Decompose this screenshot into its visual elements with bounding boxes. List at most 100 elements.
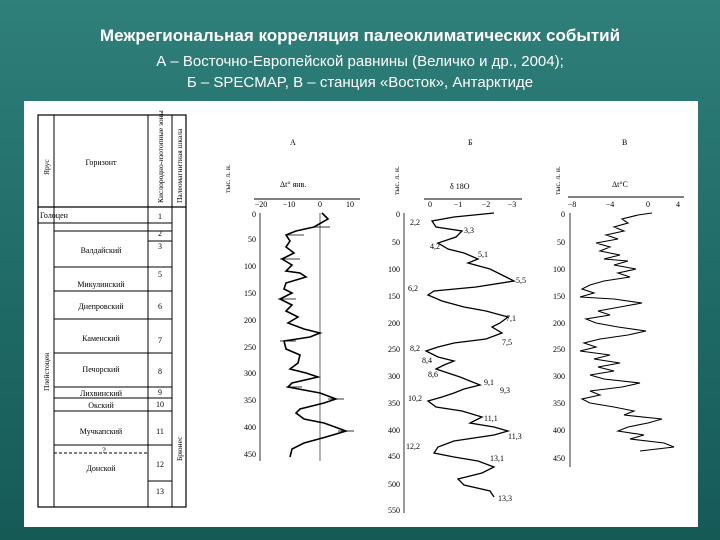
panel-v-y-tick: 250 xyxy=(553,345,565,354)
panel-a-y-ticks: 0 50 100 150 200 250 300 350 400 450 xyxy=(244,210,256,459)
zone-cell: 11 xyxy=(156,427,164,436)
zone-cell: 3 xyxy=(158,242,162,251)
panel-v-y-tick: 50 xyxy=(557,238,565,247)
panel-b-y-tick: 350 xyxy=(388,399,400,408)
slide-title: Межрегиональная корреляция палеоклиматич… xyxy=(99,26,621,45)
panel-a-x-tick: −10 xyxy=(283,200,296,209)
panel-b-annotation: 8,6 xyxy=(428,370,438,379)
panel-a-x-label: Δt° янв. xyxy=(280,180,306,189)
panel-b-annotation: 2,2 xyxy=(410,218,420,227)
panel-b-annotation: 11,1 xyxy=(484,414,498,423)
paleomag-brunhes: Брюнес xyxy=(175,436,184,461)
horizon-cell: Мучкапский xyxy=(80,427,123,436)
panel-a-y-tick: 200 xyxy=(244,316,256,325)
panel-b-annotation: 6,2 xyxy=(408,284,418,293)
zone-cell: 8 xyxy=(158,367,162,376)
panel-b-annotations: 2,2 3,3 4,2 5,1 5,5 6,2 7,1 7,5 8,2 8,4 … xyxy=(406,218,526,503)
panel-b-annotation: 9,3 xyxy=(500,386,510,395)
header-isotope-zones: Кислородно-изотопные зоны xyxy=(156,110,165,203)
header-paleomag-scale: Палеомагнитная шкала xyxy=(175,128,184,203)
panel-b-y-tick: 300 xyxy=(388,372,400,381)
horizon-cell: ? xyxy=(102,446,106,455)
panel-b-x-label: δ 18O xyxy=(450,182,470,191)
panel-b-annotation: 3,3 xyxy=(464,226,474,235)
panel-v: В тыс. л. н. Δt°C −8 −4 0 4 0 50 100 150… xyxy=(553,138,684,467)
panel-b-y-tick: 550 xyxy=(388,506,400,515)
panel-b-annotation: 5,5 xyxy=(516,276,526,285)
panel-a-y-tick: 100 xyxy=(244,262,256,271)
panel-v-y-tick: 350 xyxy=(553,399,565,408)
panel-v-y-tick: 0 xyxy=(561,210,565,219)
header-stage: Ярус xyxy=(42,159,51,175)
panel-b-annotation: 13,3 xyxy=(498,494,512,503)
panel-b-y-tick: 50 xyxy=(392,238,400,247)
panel-b: Б тыс. л. н. δ 18O 0 −1 −2 −3 0 50 100 1… xyxy=(388,138,526,515)
panel-b-annotation: 11,3 xyxy=(508,432,522,441)
panel-v-y-tick: 100 xyxy=(553,265,565,274)
panel-v-y-tick: 300 xyxy=(553,372,565,381)
panel-b-x-tick: −2 xyxy=(482,200,491,209)
zone-cell: 9 xyxy=(158,388,162,397)
panel-v-axis-title: тыс. л. н. xyxy=(553,166,562,195)
panel-b-annotation: 7,5 xyxy=(502,338,512,347)
horizon-cell: Каменский xyxy=(82,334,120,343)
panel-v-y-ticks: 0 50 100 150 200 250 300 350 400 450 xyxy=(553,210,565,463)
panel-v-x-label: Δt°C xyxy=(612,180,628,189)
panel-b-x-tick: 0 xyxy=(428,200,432,209)
panel-b-annotation: 9,1 xyxy=(484,378,494,387)
panel-b-annotation: 13,1 xyxy=(490,454,504,463)
panel-b-annotation: 4,2 xyxy=(430,242,440,251)
panel-v-y-tick: 150 xyxy=(553,292,565,301)
horizon-cell: Микулинский xyxy=(77,280,125,289)
panel-b-x-tick: −3 xyxy=(508,200,517,209)
slide-subtitle-line2: Б – SPECMAP, В – станция «Восток», Антар… xyxy=(186,74,534,91)
header-horizon: Горизонт xyxy=(85,158,117,167)
stage-holocene: Голоцен xyxy=(40,211,69,220)
panel-v-x-tick: −4 xyxy=(606,200,615,209)
stratigraphy-table xyxy=(37,114,187,508)
horizon-cell: Валдайский xyxy=(81,246,123,255)
panel-v-y-tick: 200 xyxy=(553,319,565,328)
horizon-cell: Днепровский xyxy=(78,302,124,311)
panel-a-axis-title: тыс. л. н. xyxy=(223,164,232,193)
zone-cell: 2 xyxy=(158,229,162,238)
panel-b-annotation: 7,1 xyxy=(506,314,516,323)
panel-a-y-tick: 150 xyxy=(244,289,256,298)
slide-subtitle-line1: А – Восточно-Европейской равнины (Величк… xyxy=(156,53,564,70)
panel-a-x-tick: 10 xyxy=(346,200,354,209)
zone-cell: 12 xyxy=(156,460,164,469)
panel-b-annotation: 5,1 xyxy=(478,250,488,259)
panel-v-curve xyxy=(579,212,675,452)
panel-v-letter: В xyxy=(622,138,627,147)
panel-a-letter: А xyxy=(290,138,296,147)
panel-b-y-tick: 400 xyxy=(388,426,400,435)
panel-a-y-tick: 400 xyxy=(244,423,256,432)
panel-v-y-tick: 450 xyxy=(553,454,565,463)
panel-b-y-tick: 150 xyxy=(388,292,400,301)
panel-b-y-tick: 500 xyxy=(388,480,400,489)
panel-a-curve xyxy=(278,212,349,458)
stage-pleistocene: Плейстоцен xyxy=(42,353,51,391)
panel-a-y-tick: 50 xyxy=(248,235,256,244)
panel-a-y-tick: 300 xyxy=(244,369,256,378)
panel-a-y-tick: 0 xyxy=(252,210,256,219)
zone-cell: 10 xyxy=(156,400,164,409)
panel-b-annotation: 8,2 xyxy=(410,344,420,353)
panel-b-y-tick: 100 xyxy=(388,265,400,274)
horizon-cell: Окский xyxy=(88,401,114,410)
panel-a-x-tick: 0 xyxy=(318,200,322,209)
horizon-cell: Лихвинский xyxy=(80,389,123,398)
panel-b-axis-title: тыс. л. н. xyxy=(392,166,401,195)
panel-v-y-tick: 400 xyxy=(553,426,565,435)
panel-v-x-tick: 0 xyxy=(646,200,650,209)
correlation-figure: Ярус Горизонт Кислородно-изотопные зоны … xyxy=(24,101,698,527)
panel-b-letter: Б xyxy=(468,138,473,147)
table-rows: 1 2 3 Валдайский 5 Микулинский 6 Днепров… xyxy=(77,212,164,496)
panel-b-curve xyxy=(424,212,517,498)
panel-b-annotation: 12,2 xyxy=(406,442,420,451)
panel-b-annotation: 8,4 xyxy=(422,356,432,365)
horizon-cell: Донской xyxy=(86,464,116,473)
figure-svg: Ярус Горизонт Кислородно-изотопные зоны … xyxy=(37,110,684,515)
zone-cell: 7 xyxy=(158,336,162,345)
panel-v-x-tick: 4 xyxy=(676,200,680,209)
